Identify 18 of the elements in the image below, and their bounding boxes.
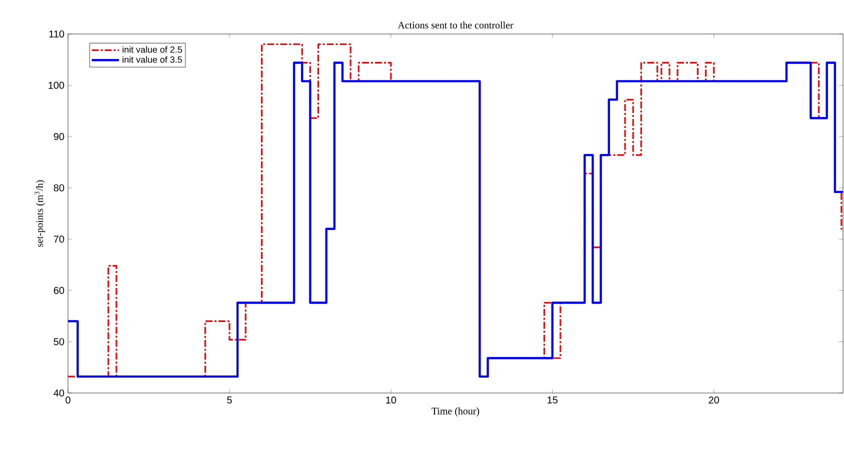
- y-tick-label: 100: [48, 82, 64, 89]
- y-tick-label: 60: [54, 286, 64, 294]
- y-tick-label: 70: [54, 236, 64, 243]
- y-tick-label: 40: [54, 389, 64, 397]
- y-tick-label: 50: [54, 338, 64, 346]
- legend-label: init value of 3.5: [122, 56, 182, 63]
- chart-title: Actions sent to the controller: [398, 21, 514, 28]
- y-tick-label: 90: [54, 133, 64, 140]
- x-tick-label: 5: [227, 396, 232, 404]
- x-tick-label: 0: [66, 396, 70, 404]
- y-axis-title: set-points (m$^{3}$/h): [34, 180, 46, 247]
- x-tick-label: 15: [548, 396, 558, 404]
- y-tick-label: 80: [54, 184, 64, 192]
- y-tick-label: 110: [49, 30, 64, 38]
- x-tick-label: 10: [386, 396, 396, 404]
- legend-label: init value of 2.5: [122, 46, 182, 53]
- x-tick-label: 20: [708, 396, 719, 404]
- x-axis-title: Time (hour): [432, 407, 480, 416]
